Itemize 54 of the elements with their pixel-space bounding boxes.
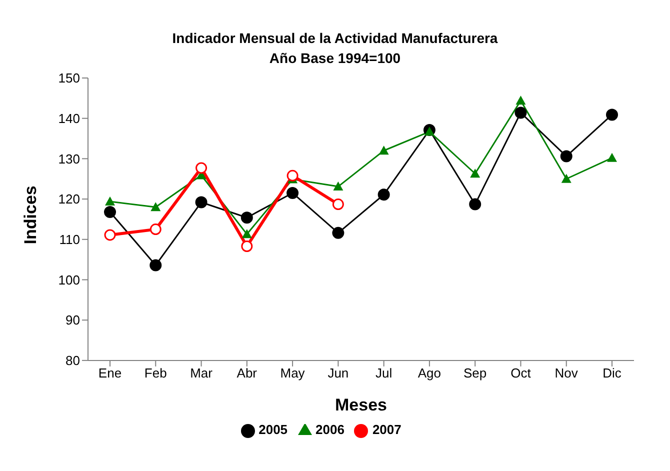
point xyxy=(561,174,572,183)
point xyxy=(195,196,208,208)
point xyxy=(333,182,344,191)
point xyxy=(606,108,618,121)
point xyxy=(560,150,572,162)
y-tick-label: 90 xyxy=(66,312,80,328)
point xyxy=(150,224,162,236)
point xyxy=(150,259,162,272)
point xyxy=(469,198,482,210)
point xyxy=(105,196,115,206)
y-axis-title: Indices xyxy=(21,186,40,244)
point xyxy=(104,206,116,218)
point xyxy=(196,162,208,174)
chart-subtitle: Año Base 1994=100 xyxy=(268,49,402,68)
y-tick-label: 80 xyxy=(66,353,80,368)
point xyxy=(332,198,344,210)
point xyxy=(378,188,390,201)
x-tick-label: Oct xyxy=(510,366,532,381)
point xyxy=(241,240,253,252)
point xyxy=(286,170,298,182)
point xyxy=(240,212,253,224)
point xyxy=(607,152,617,162)
legend-label: 2007 xyxy=(372,422,402,438)
point xyxy=(150,202,161,212)
point xyxy=(516,96,526,105)
x-tick-label: Jun xyxy=(328,366,349,381)
legend-label: 2005 xyxy=(258,422,288,438)
point xyxy=(470,168,480,178)
x-tick-label: Dic xyxy=(602,366,622,381)
x-axis-title: Meses xyxy=(335,395,387,414)
x-tick-label: Ago xyxy=(418,366,442,381)
y-tick-label: 100 xyxy=(58,272,80,288)
y-tick-label: 150 xyxy=(58,70,80,86)
point xyxy=(378,146,389,155)
x-tick-label: Ene xyxy=(98,366,122,381)
point xyxy=(104,229,116,241)
x-tick-label: Jul xyxy=(376,366,392,381)
y-tick-label: 110 xyxy=(59,232,80,248)
chart-title: Indicador Mensual de la Actividad Manufacturera xyxy=(171,29,499,48)
y-tick-label: 130 xyxy=(58,151,80,166)
point xyxy=(424,126,434,136)
point xyxy=(286,186,299,199)
x-tick-label: Sep xyxy=(464,366,487,381)
x-tick-label: Nov xyxy=(554,366,578,381)
x-tick-label: Feb xyxy=(144,366,167,381)
y-tick-label: 140 xyxy=(58,110,80,126)
x-tick-label: Mar xyxy=(190,366,214,381)
point xyxy=(332,226,344,239)
point xyxy=(514,106,527,119)
y-tick-label: 120 xyxy=(58,192,80,207)
point xyxy=(242,229,252,238)
x-tick-label: Abr xyxy=(236,366,258,381)
x-tick-label: May xyxy=(280,366,306,381)
legend-label: 2006 xyxy=(316,422,344,438)
